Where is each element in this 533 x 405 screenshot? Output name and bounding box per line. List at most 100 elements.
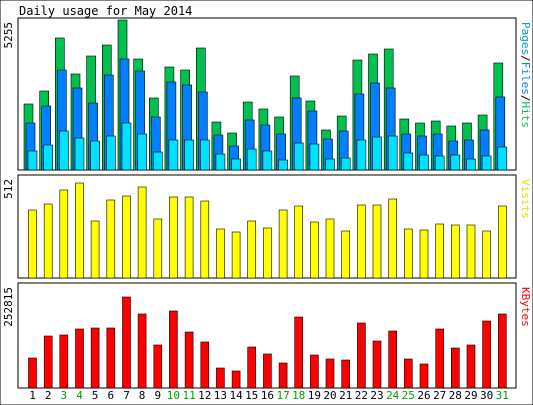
bar-visits-12 (200, 200, 210, 279)
bar-visits-2 (43, 203, 53, 279)
bar-pages-24 (387, 135, 398, 171)
x-tick-label-29: 29 (464, 389, 477, 402)
bar-pages-21 (340, 157, 351, 171)
bar-pages-26 (419, 154, 429, 171)
bar-kbytes-13 (216, 367, 225, 389)
bar-kbytes-20 (325, 358, 335, 389)
bar-kbytes-21 (341, 359, 351, 389)
x-tick-label-18: 18 (292, 389, 305, 402)
bar-kbytes-23 (372, 340, 382, 389)
bar-visits-23 (372, 204, 382, 279)
bar-kbytes-9 (153, 344, 163, 389)
bar-kbytes-17 (278, 362, 288, 389)
x-axis-labels: 1 2 3 4 5 6 7 8 9 10 11 12 13 14 15 16 17 18 19 20 21 22 23 24 2… (29, 389, 509, 402)
bar-visits-13 (216, 228, 225, 279)
bar-pages-9 (153, 151, 163, 171)
bar-kbytes-12 (200, 341, 210, 389)
bar-visits-22 (357, 204, 366, 279)
bar-visits-31 (497, 205, 507, 279)
bar-pages-14 (231, 158, 241, 171)
bar-visits-15 (247, 220, 256, 279)
bar-visits-9 (153, 218, 163, 279)
bar-pages-23 (372, 136, 382, 171)
series-label-hits: Pages/Files/Hits (519, 22, 532, 128)
x-tick-label-21: 21 (339, 389, 352, 402)
bar-pages-31 (497, 146, 508, 171)
bar-visits-30 (482, 230, 491, 279)
bar-pages-4 (74, 137, 85, 171)
bar-pages-29 (466, 158, 476, 171)
bar-pages-13 (215, 153, 226, 171)
bar-kbytes-1 (28, 357, 37, 389)
x-tick-label-5: 5 (92, 389, 99, 402)
bar-kbytes-22 (357, 322, 366, 389)
bar-visits-3 (59, 189, 69, 279)
panel-visits (17, 174, 517, 279)
series-label-part: / (519, 95, 532, 102)
bar-pages-10 (168, 139, 179, 171)
x-tick-label-9: 9 (154, 389, 161, 402)
bar-kbytes-10 (169, 310, 178, 389)
bar-visits-17 (278, 209, 288, 279)
bar-visits-14 (231, 231, 241, 279)
y-max-label-hits: 5255 (2, 22, 15, 49)
bar-pages-27 (434, 155, 445, 171)
bar-visits-29 (466, 224, 476, 279)
panel-hits (17, 17, 517, 171)
bar-pages-6 (106, 135, 116, 171)
bar-kbytes-18 (294, 316, 304, 389)
series-label-visits: Visits (519, 179, 532, 219)
bar-visits-21 (341, 230, 351, 279)
series-pages (27, 122, 508, 171)
x-tick-label-13: 13 (214, 389, 227, 402)
x-tick-label-12: 12 (198, 389, 211, 402)
bar-pages-8 (137, 133, 147, 171)
y-max-label-kbytes: 252815 (2, 287, 15, 327)
x-tick-label-22: 22 (355, 389, 368, 402)
bar-kbytes-16 (263, 353, 272, 389)
x-tick-label-17: 17 (276, 389, 289, 402)
bar-pages-7 (121, 122, 132, 171)
bar-visits-7 (122, 195, 131, 279)
bar-pages-15 (246, 148, 257, 171)
x-tick-label-3: 3 (60, 389, 67, 402)
bar-visits-27 (435, 223, 445, 279)
series-kbytes (28, 296, 507, 389)
bar-pages-1 (27, 150, 38, 171)
bar-visits-19 (310, 221, 319, 279)
bar-visits-5 (90, 220, 100, 279)
bar-kbytes-11 (184, 331, 194, 389)
bar-kbytes-14 (231, 370, 241, 389)
bar-kbytes-30 (482, 320, 491, 389)
x-tick-label-20: 20 (323, 389, 336, 402)
x-tick-label-14: 14 (229, 389, 243, 402)
bar-visits-1 (28, 209, 37, 279)
x-tick-label-4: 4 (76, 389, 83, 402)
x-tick-label-26: 26 (417, 389, 430, 402)
bar-pages-19 (309, 143, 320, 171)
bar-visits-26 (419, 229, 429, 279)
bar-kbytes-2 (43, 335, 53, 389)
bar-pages-11 (184, 139, 194, 171)
bar-kbytes-3 (59, 334, 69, 389)
bar-visits-18 (294, 205, 304, 279)
bar-visits-10 (169, 196, 178, 279)
bar-kbytes-5 (90, 327, 100, 389)
y-max-label-visits: 512 (2, 179, 15, 199)
x-tick-label-8: 8 (139, 389, 146, 402)
bar-kbytes-29 (466, 344, 476, 389)
series-visits (28, 182, 507, 279)
x-tick-label-11: 11 (182, 389, 195, 402)
panel-kbytes (17, 282, 517, 389)
bar-pages-30 (481, 155, 492, 171)
bar-kbytes-19 (310, 354, 319, 389)
series-label-part: KBytes (519, 287, 532, 327)
bar-pages-18 (293, 142, 304, 171)
bar-pages-22 (356, 139, 367, 171)
x-tick-label-31: 31 (496, 389, 509, 402)
x-tick-label-27: 27 (433, 389, 446, 402)
series-label-kbytes: KBytes (519, 287, 532, 327)
bar-pages-3 (58, 130, 69, 171)
bar-visits-11 (184, 196, 194, 279)
x-tick-label-30: 30 (480, 389, 493, 402)
